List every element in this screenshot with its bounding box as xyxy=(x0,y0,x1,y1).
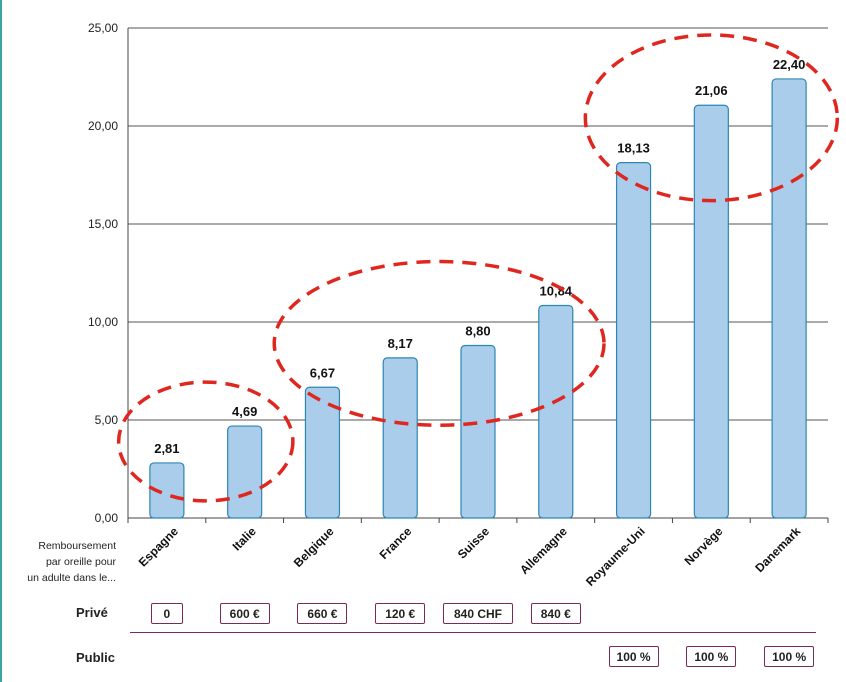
prive-cell: 660 € xyxy=(297,603,348,624)
bar-layer xyxy=(149,78,807,519)
note-line-3: un adulte dans le... xyxy=(27,572,116,584)
prive-cell: 600 € xyxy=(219,603,270,624)
bar-value-label: 10,84 xyxy=(540,284,573,299)
bar xyxy=(304,386,341,519)
y-tick-label: 25,00 xyxy=(88,21,118,35)
category-label: Norvège xyxy=(682,524,726,568)
note-line-2: par oreille pour xyxy=(45,556,116,568)
bar xyxy=(538,304,574,519)
highlight-layer xyxy=(116,33,840,503)
bar xyxy=(693,104,729,519)
y-tick-label: 15,00 xyxy=(88,217,118,231)
bar-value-label: 8,17 xyxy=(388,336,413,351)
row-label-public: Public xyxy=(76,650,116,665)
public-cell: 100 % xyxy=(686,646,737,667)
prive-cell: 840 € xyxy=(530,603,581,624)
bar-value-label: 8,80 xyxy=(465,324,490,339)
bar-value-label: 18,13 xyxy=(617,141,650,156)
bar-value-label: 4,69 xyxy=(232,404,257,419)
frame-accent-line xyxy=(0,0,2,682)
y-tick-label: 0,00 xyxy=(95,511,119,525)
note-line-1: Remboursement xyxy=(38,540,116,552)
category-label: Suisse xyxy=(455,524,492,561)
row-label-prive: Privé xyxy=(76,605,108,620)
reimbursement-note: Remboursement par oreille pour un adulte… xyxy=(8,538,116,586)
bar xyxy=(460,344,496,519)
category-label: Espagne xyxy=(136,524,181,569)
table-divider xyxy=(130,632,816,633)
prive-cell: 840 CHF xyxy=(443,603,513,624)
category-label: Allemagne xyxy=(517,524,570,577)
prive-cell: 0 xyxy=(150,603,183,624)
bar xyxy=(771,78,807,519)
public-cell: 100 % xyxy=(764,646,815,667)
bar xyxy=(149,462,185,519)
bar-value-label: 21,06 xyxy=(695,83,728,98)
y-tick-label: 20,00 xyxy=(88,119,118,133)
bar xyxy=(227,425,263,519)
category-label: Danemark xyxy=(752,524,803,575)
category-label: France xyxy=(377,524,415,562)
category-label: Italie xyxy=(230,524,259,553)
highlight-ellipse xyxy=(116,380,295,503)
highlight-ellipse xyxy=(272,259,606,428)
public-cell: 100 % xyxy=(608,646,659,667)
bar-value-label: 6,67 xyxy=(310,365,335,380)
highlight-ellipse xyxy=(583,33,840,203)
bar xyxy=(615,162,652,519)
category-label: Royaume-Uni xyxy=(583,524,648,589)
category-label: Belgique xyxy=(291,524,337,570)
bar xyxy=(382,357,418,519)
bar-value-label: 22,40 xyxy=(773,57,806,72)
bar-value-label: 2,81 xyxy=(154,441,179,456)
y-tick-label: 5,00 xyxy=(95,413,119,427)
y-tick-label: 10,00 xyxy=(88,315,118,329)
prive-cell: 120 € xyxy=(375,603,426,624)
